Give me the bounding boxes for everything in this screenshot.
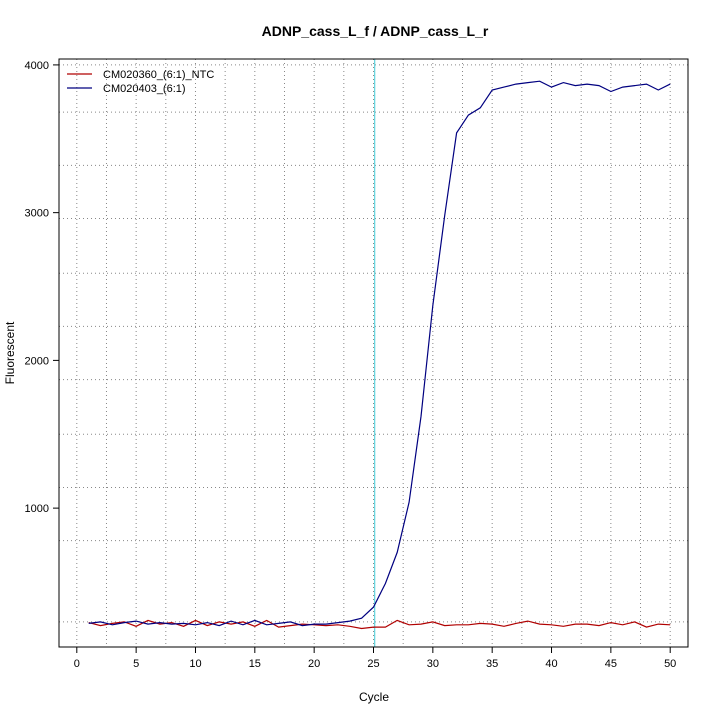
x-tick-label: 30 — [427, 658, 439, 670]
y-tick-label: 1000 — [25, 503, 49, 515]
x-tick-label: 5 — [133, 658, 139, 670]
x-tick-label: 15 — [249, 658, 261, 670]
grid-lines — [59, 59, 688, 647]
series-line-2 — [88, 80, 671, 627]
y-axis-label: Fluorescent — [3, 321, 17, 384]
chart-title: ADNP_cass_L_f / ADNP_cass_L_r — [262, 23, 489, 39]
x-tick-label: 35 — [486, 658, 498, 670]
x-tick-label: 25 — [367, 658, 379, 670]
x-axis: 0 5 10 15 20 25 30 35 40 45 50 — [74, 647, 676, 670]
series-line-1 — [88, 619, 671, 630]
x-tick-label: 40 — [545, 658, 557, 670]
x-axis-label: Cycle — [359, 690, 389, 704]
series-lines — [88, 80, 671, 630]
x-tick-label: 45 — [605, 658, 617, 670]
legend-label: CM020360_(6:1)_NTC — [103, 69, 214, 81]
x-tick-label: 0 — [74, 658, 80, 670]
legend-label: CM020403_(6:1) — [103, 83, 186, 95]
x-tick-label: 20 — [308, 658, 320, 670]
y-tick-label: 4000 — [25, 60, 49, 72]
x-tick-label: 50 — [664, 658, 676, 670]
y-tick-label: 2000 — [25, 355, 49, 367]
y-tick-label: 3000 — [25, 208, 49, 220]
legend: CM020360_(6:1)_NTC CM020403_(6:1) — [67, 69, 214, 95]
y-axis: 1000 2000 3000 4000 — [25, 60, 59, 515]
x-tick-label: 10 — [189, 658, 201, 670]
